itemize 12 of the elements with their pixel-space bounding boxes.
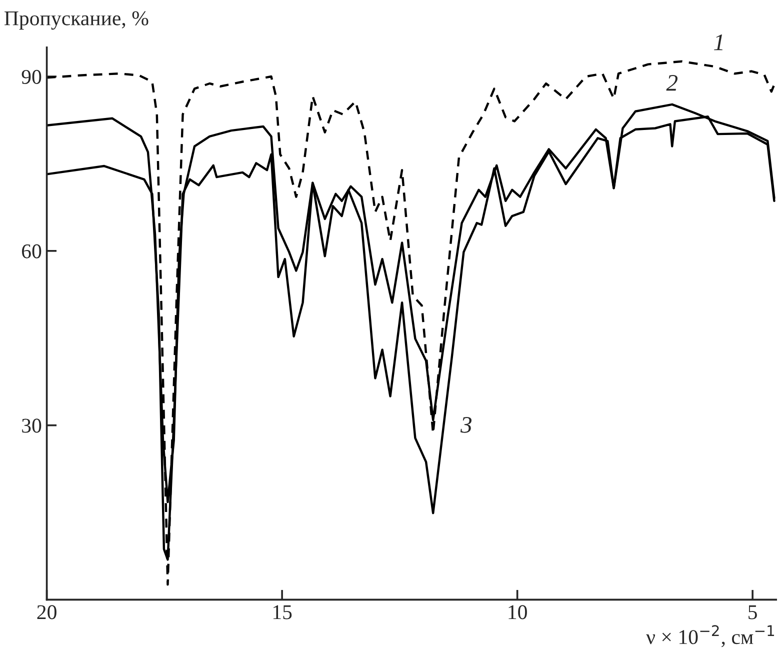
x-tick-label: 5 xyxy=(748,605,757,620)
series-label: 2 xyxy=(666,75,678,91)
series-label: 1 xyxy=(714,34,722,50)
series-label: 3 xyxy=(460,417,472,433)
y-axis-title: Пропускание, % xyxy=(4,11,148,30)
x-axis-title: ν × 10$^{−2}$, см$^{−1}$ xyxy=(646,625,774,648)
x-tick-label: 20 xyxy=(37,605,56,620)
x-tick-label: 10 xyxy=(508,605,527,620)
y-tick-label: 30 xyxy=(22,418,42,433)
y-tick-label: 60 xyxy=(22,244,42,258)
x-tick-label: 15 xyxy=(273,605,292,620)
y-tick-label: 90 xyxy=(22,70,42,84)
